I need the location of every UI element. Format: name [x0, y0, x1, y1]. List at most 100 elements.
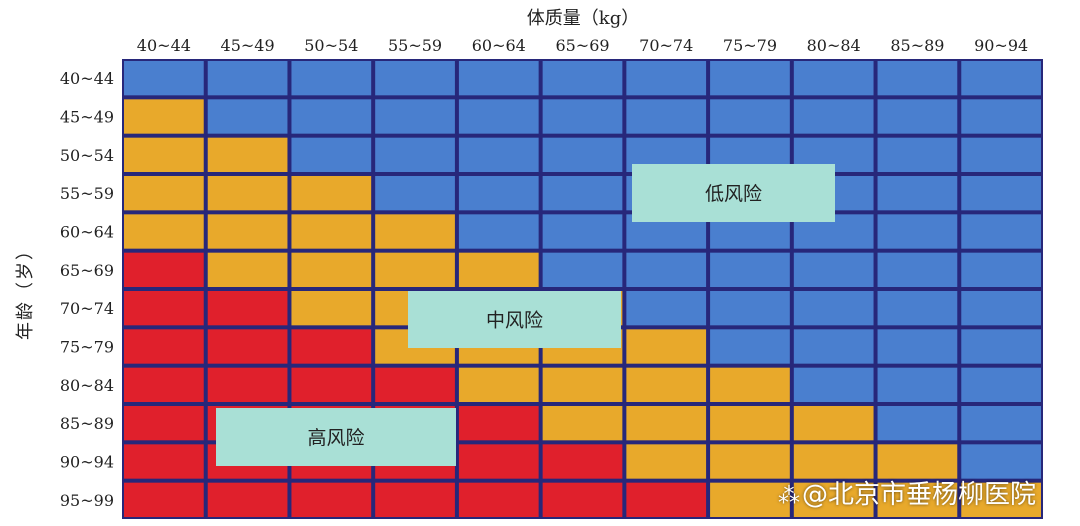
heatmap-cell	[375, 482, 455, 517]
y-tick-label: 80~84	[60, 376, 114, 395]
heatmap-cell	[626, 61, 707, 96]
heatmap-cell	[626, 367, 707, 402]
y-tick-label: 70~74	[60, 299, 114, 318]
risk-label-box	[408, 291, 621, 348]
heatmap-cell	[124, 367, 204, 402]
heatmap-cell	[124, 291, 204, 326]
heatmap-cell	[291, 367, 372, 402]
heatmap-cell	[291, 291, 372, 326]
heatmap-cell	[961, 406, 1041, 441]
x-tick-label: 60~64	[472, 36, 526, 55]
heatmap-cell	[877, 482, 958, 517]
heatmap-cell	[124, 444, 204, 479]
x-axis-title: 体质量（kg）	[526, 8, 640, 29]
heatmap-cell	[458, 61, 539, 96]
heatmap-cell	[542, 406, 623, 441]
heatmap-cell	[793, 367, 874, 402]
watermark-logo-icon: ⁂	[778, 484, 800, 509]
watermark: ⁂@北京市垂杨柳医院	[778, 474, 1036, 511]
heatmap-cell	[542, 214, 623, 249]
y-axis-title: 年龄（岁）	[15, 240, 36, 340]
heatmap-cell	[626, 99, 707, 134]
x-tick-label: 75~79	[723, 36, 777, 55]
heatmap-cell	[458, 444, 539, 479]
heatmap-cell	[626, 482, 707, 517]
x-tick-label: 45~49	[221, 36, 275, 55]
y-tick-label: 75~79	[60, 338, 114, 357]
heatmap-cell	[793, 61, 874, 96]
heatmap-cell	[877, 137, 958, 172]
heatmap-cell	[793, 329, 874, 364]
heatmap-cell	[542, 444, 623, 479]
heatmap-cell	[961, 482, 1041, 517]
heatmap-cell	[458, 482, 539, 517]
heatmap-cell	[458, 99, 539, 134]
heatmap-cell	[877, 367, 958, 402]
heatmap-cell	[877, 176, 958, 211]
heatmap-cell	[877, 99, 958, 134]
heatmap-cell	[710, 482, 790, 517]
heatmap-cell	[375, 99, 455, 134]
heatmap-cell	[793, 444, 874, 479]
heatmap-cell	[124, 482, 204, 517]
heatmap-cell	[291, 252, 372, 287]
risk-label-text: 中风险	[486, 310, 543, 332]
heatmap-cell	[710, 61, 790, 96]
heatmap-cell	[375, 176, 455, 211]
heatmap-cell	[124, 329, 204, 364]
heatmap-cell	[124, 176, 204, 211]
heatmap-cell	[961, 61, 1041, 96]
x-tick-label: 40~44	[137, 36, 191, 55]
y-tick-label: 95~99	[60, 491, 114, 510]
x-tick-label: 65~69	[555, 36, 609, 55]
heatmap-cell	[961, 444, 1041, 479]
x-tick-label: 85~89	[890, 36, 944, 55]
heatmap-cell	[793, 252, 874, 287]
risk-label-box	[216, 408, 456, 466]
heatmap-cell	[207, 214, 288, 249]
heatmap-cell	[207, 176, 288, 211]
heatmap-cell	[458, 137, 539, 172]
heatmap-cell	[375, 61, 455, 96]
risk-label-text: 高风险	[307, 427, 364, 449]
heatmap-cell	[542, 252, 623, 287]
heatmap-cell	[124, 252, 204, 287]
heatmap-cell	[877, 291, 958, 326]
x-tick-label: 80~84	[807, 36, 861, 55]
heatmap-cell	[793, 99, 874, 134]
heatmap-cell	[626, 252, 707, 287]
heatmap-cell	[458, 252, 539, 287]
heatmap-cell	[124, 406, 204, 441]
risk-label-text: 低风险	[705, 183, 762, 205]
heatmap-cell	[542, 61, 623, 96]
y-tick-label: 50~54	[60, 146, 114, 165]
heatmap-cell	[291, 329, 372, 364]
heatmap-cell	[961, 291, 1041, 326]
watermark-text: @北京市垂杨柳医院	[802, 480, 1037, 510]
heatmap-cell	[961, 252, 1041, 287]
heatmap-cell	[626, 444, 707, 479]
heatmap-cell	[710, 329, 790, 364]
heatmap-cell	[961, 214, 1041, 249]
heatmap-cell	[207, 99, 288, 134]
heatmap-cell	[626, 291, 707, 326]
heatmap-cell	[961, 176, 1041, 211]
heatmap-cell	[124, 61, 204, 96]
heatmap-cell	[542, 176, 623, 211]
heatmap-cell	[124, 214, 204, 249]
heatmap-cell	[375, 252, 455, 287]
heatmap-cell	[877, 444, 958, 479]
heatmap-cell	[710, 367, 790, 402]
heatmap-cell	[710, 291, 790, 326]
x-tick-label: 70~74	[639, 36, 693, 55]
heatmap-cell	[793, 482, 874, 517]
y-tick-label: 65~69	[60, 261, 114, 280]
heatmap-cell	[710, 406, 790, 441]
heatmap-cell	[542, 137, 623, 172]
x-tick-label: 50~54	[304, 36, 358, 55]
heatmap-cell	[961, 99, 1041, 134]
heatmap-cell	[207, 329, 288, 364]
heatmap-cell	[961, 329, 1041, 364]
heatmap-cell	[458, 367, 539, 402]
